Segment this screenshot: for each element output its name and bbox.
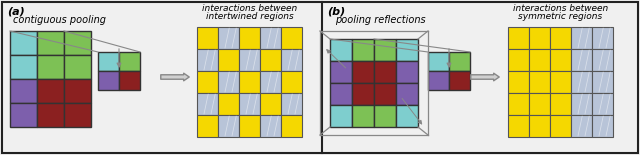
Bar <box>550 27 571 49</box>
Bar <box>571 49 592 71</box>
Bar <box>281 93 302 115</box>
Bar <box>352 61 374 83</box>
Bar <box>98 52 119 71</box>
Bar <box>550 93 571 115</box>
Bar <box>239 115 260 137</box>
Bar <box>218 71 239 93</box>
Bar <box>374 39 396 61</box>
Bar <box>396 105 418 127</box>
Bar <box>239 93 260 115</box>
Bar <box>592 49 613 71</box>
Bar <box>396 39 418 61</box>
Bar <box>10 79 37 103</box>
Bar <box>197 27 218 49</box>
Bar <box>281 49 302 71</box>
Bar <box>550 49 571 71</box>
Bar <box>260 115 281 137</box>
Bar <box>119 71 140 90</box>
Bar <box>529 27 550 49</box>
Bar <box>197 49 218 71</box>
Bar <box>550 115 571 137</box>
Bar <box>10 103 37 127</box>
Text: interactions between: interactions between <box>513 4 608 13</box>
Text: pooling reflections: pooling reflections <box>335 15 426 25</box>
Text: contiguous pooling: contiguous pooling <box>13 15 106 25</box>
Bar <box>281 71 302 93</box>
Bar <box>37 55 64 79</box>
Text: interactions between: interactions between <box>202 4 297 13</box>
Bar <box>529 93 550 115</box>
Bar <box>592 27 613 49</box>
Bar <box>571 27 592 49</box>
Bar <box>64 79 91 103</box>
Bar <box>352 83 374 105</box>
Bar <box>10 55 37 79</box>
Bar <box>281 115 302 137</box>
Bar <box>64 55 91 79</box>
Bar <box>37 31 64 55</box>
Bar <box>218 49 239 71</box>
Bar <box>508 27 529 49</box>
Bar <box>330 83 352 105</box>
Bar <box>428 71 449 90</box>
Text: symmetric regions: symmetric regions <box>518 12 603 21</box>
Bar <box>449 52 470 71</box>
Bar <box>37 103 64 127</box>
Bar <box>330 39 352 61</box>
Bar <box>260 71 281 93</box>
Text: intertwined regions: intertwined regions <box>205 12 293 21</box>
Bar <box>592 93 613 115</box>
Bar <box>529 49 550 71</box>
Bar <box>374 83 396 105</box>
Bar <box>239 49 260 71</box>
Bar <box>571 115 592 137</box>
Bar <box>428 52 449 71</box>
Bar <box>374 105 396 127</box>
Bar <box>330 105 352 127</box>
Bar <box>396 61 418 83</box>
Text: (b): (b) <box>327 7 345 17</box>
Bar <box>98 71 119 90</box>
Bar <box>239 27 260 49</box>
Bar <box>260 93 281 115</box>
Bar <box>218 93 239 115</box>
Bar <box>281 27 302 49</box>
Bar <box>260 49 281 71</box>
Bar <box>352 39 374 61</box>
Bar <box>197 93 218 115</box>
Bar <box>592 115 613 137</box>
Bar <box>218 115 239 137</box>
Bar <box>550 71 571 93</box>
Bar <box>352 105 374 127</box>
Bar <box>218 27 239 49</box>
Bar <box>571 93 592 115</box>
Bar <box>239 71 260 93</box>
Bar <box>260 27 281 49</box>
Bar <box>508 49 529 71</box>
Bar <box>508 93 529 115</box>
Bar <box>449 71 470 90</box>
Bar <box>37 79 64 103</box>
Bar <box>529 115 550 137</box>
Bar <box>396 83 418 105</box>
Bar <box>529 71 550 93</box>
Bar <box>508 115 529 137</box>
Bar <box>119 52 140 71</box>
Bar <box>330 61 352 83</box>
Bar <box>374 61 396 83</box>
Text: (a): (a) <box>7 7 25 17</box>
Bar <box>592 71 613 93</box>
Bar <box>10 31 37 55</box>
Bar <box>508 71 529 93</box>
Bar <box>64 31 91 55</box>
Bar <box>64 103 91 127</box>
Bar <box>197 115 218 137</box>
Bar <box>571 71 592 93</box>
Bar <box>197 71 218 93</box>
